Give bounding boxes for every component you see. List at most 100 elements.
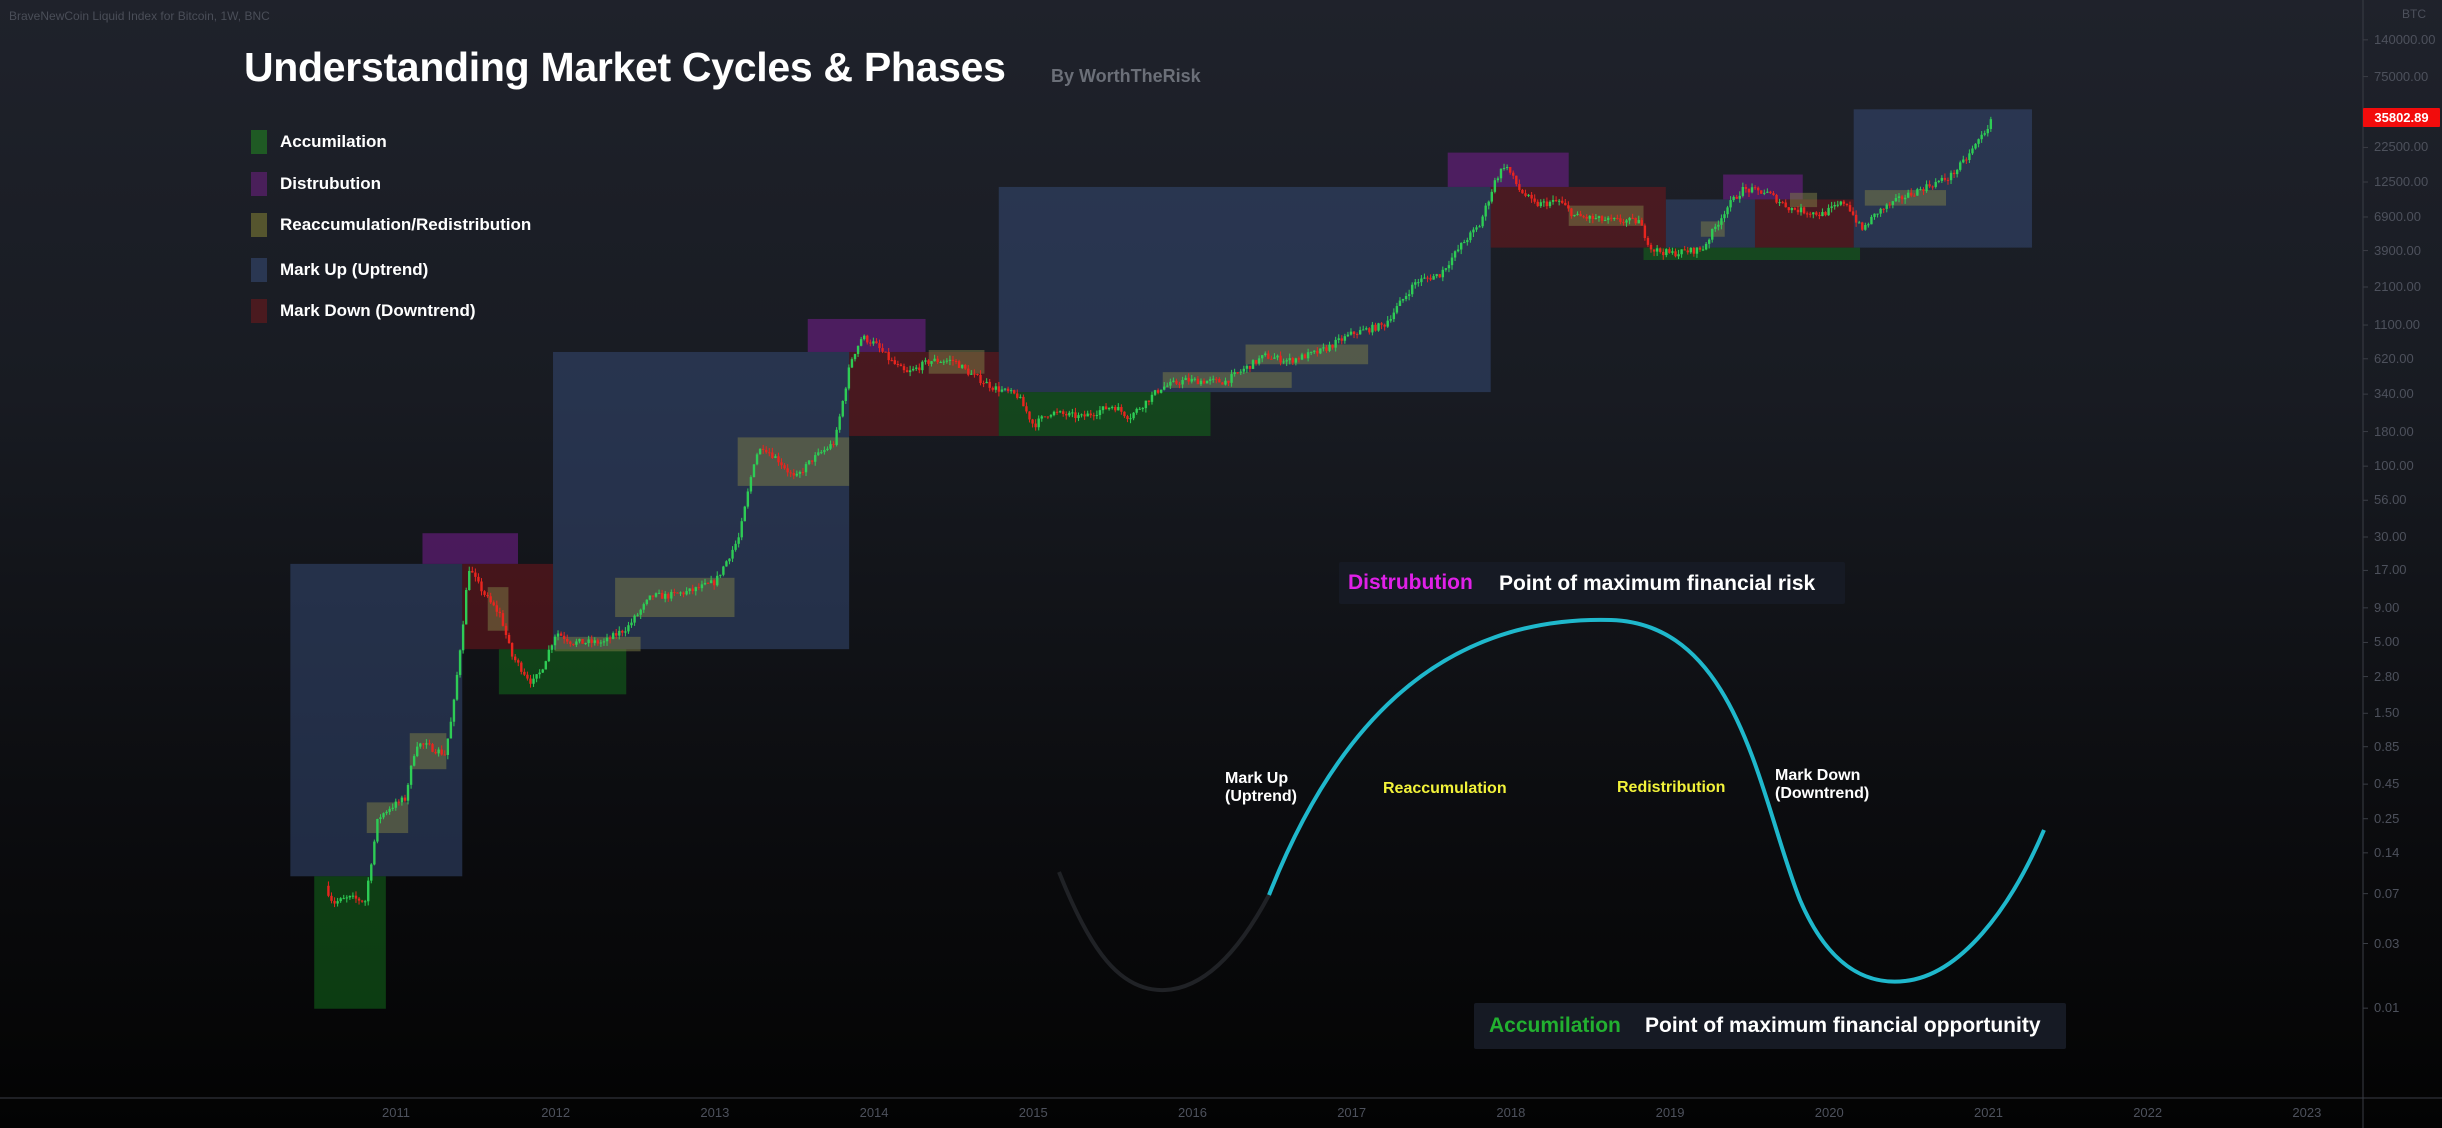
candle-body (927, 360, 930, 364)
candle-body (464, 590, 468, 625)
candle-body (1940, 177, 1944, 181)
candle (1095, 410, 1099, 420)
candle-body (572, 643, 575, 645)
candle-body (832, 444, 835, 446)
candle (354, 891, 358, 903)
time-label: 2016 (1178, 1105, 1207, 1120)
candle-body (1616, 218, 1619, 220)
time-label: 2013 (700, 1105, 730, 1120)
candle (1704, 241, 1708, 251)
candle-body (624, 631, 627, 633)
candle (440, 745, 443, 756)
candle (645, 599, 649, 606)
candle (357, 897, 361, 905)
candle (697, 583, 701, 591)
candle-body (1851, 211, 1855, 215)
candle-body (973, 373, 976, 375)
candle-body (792, 472, 795, 476)
candle-body (1000, 389, 1004, 392)
curve-label-redistribution: Redistribution (1617, 779, 1726, 796)
candle (1919, 186, 1922, 191)
candle-body (1447, 265, 1451, 269)
candle-body (348, 895, 352, 898)
candle-body (492, 602, 495, 606)
candle (1637, 215, 1640, 224)
candle-body (351, 895, 355, 897)
candle-body (1628, 217, 1631, 221)
candle-body (547, 649, 551, 662)
candle-body (1888, 204, 1892, 206)
phase-box-distribution (422, 533, 518, 564)
candle-body (330, 895, 333, 901)
candle-body (1463, 242, 1466, 244)
candle-body (890, 360, 893, 362)
legend-label: Distrubution (280, 174, 382, 193)
candle-body (1444, 268, 1448, 270)
candle (1270, 355, 1273, 360)
candle-body (1101, 406, 1105, 411)
candle (1279, 351, 1282, 366)
candle (1949, 170, 1953, 185)
price-label: 140000.00 (2374, 31, 2436, 47)
candle (477, 573, 480, 584)
candle (939, 360, 942, 363)
candle (348, 895, 352, 900)
candle (1132, 411, 1135, 421)
candle (1809, 211, 1812, 218)
candle-body (608, 637, 612, 639)
candle-body (1760, 190, 1763, 194)
candle-body (654, 593, 658, 597)
candle-body (605, 637, 609, 642)
candle (615, 628, 618, 639)
candle (945, 358, 949, 364)
candle-body (997, 386, 1001, 392)
candle-body (621, 630, 624, 633)
candle-body (1655, 248, 1659, 252)
candle (1870, 214, 1873, 225)
candle-body (1221, 382, 1224, 385)
candle-body (1377, 323, 1380, 331)
candle-body (755, 454, 759, 465)
candle-body (1882, 208, 1885, 210)
candle-body (639, 609, 642, 615)
price-label: 56.00 (2374, 492, 2407, 508)
candle-body (526, 674, 529, 679)
time-label: 2019 (1655, 1105, 1685, 1120)
candle (1753, 185, 1757, 190)
candle-body (419, 743, 422, 747)
candle-body (1876, 213, 1879, 215)
candle (1251, 359, 1255, 369)
candle (1355, 332, 1359, 339)
candle-body (731, 549, 734, 559)
candle-body (1267, 353, 1270, 359)
candle-body (1325, 347, 1328, 351)
candle (1294, 357, 1298, 366)
candle (691, 584, 694, 595)
candle-body (1098, 410, 1102, 416)
time-label: 2015 (1018, 1105, 1048, 1120)
candle (820, 449, 823, 455)
candle-body (1208, 379, 1212, 381)
candle (1196, 376, 1200, 385)
candle-body (1459, 242, 1463, 250)
candle-body (1815, 212, 1818, 215)
candle (437, 747, 440, 757)
candle (1916, 187, 1919, 196)
candle (504, 623, 508, 639)
candle-body (1873, 213, 1876, 217)
candle-body (737, 537, 740, 544)
candle-body (1836, 204, 1839, 206)
candle (621, 629, 624, 637)
candle-body (1946, 179, 1950, 181)
candle (538, 669, 541, 679)
time-label: 2012 (541, 1105, 571, 1120)
candle (957, 359, 961, 369)
candle-body (1937, 180, 1940, 182)
candle-body (988, 381, 991, 388)
candle-body (1349, 331, 1353, 335)
candle-body (370, 864, 373, 881)
candle-body (859, 339, 863, 346)
price-label: 2100.00 (2374, 278, 2421, 294)
candle (1040, 415, 1043, 422)
